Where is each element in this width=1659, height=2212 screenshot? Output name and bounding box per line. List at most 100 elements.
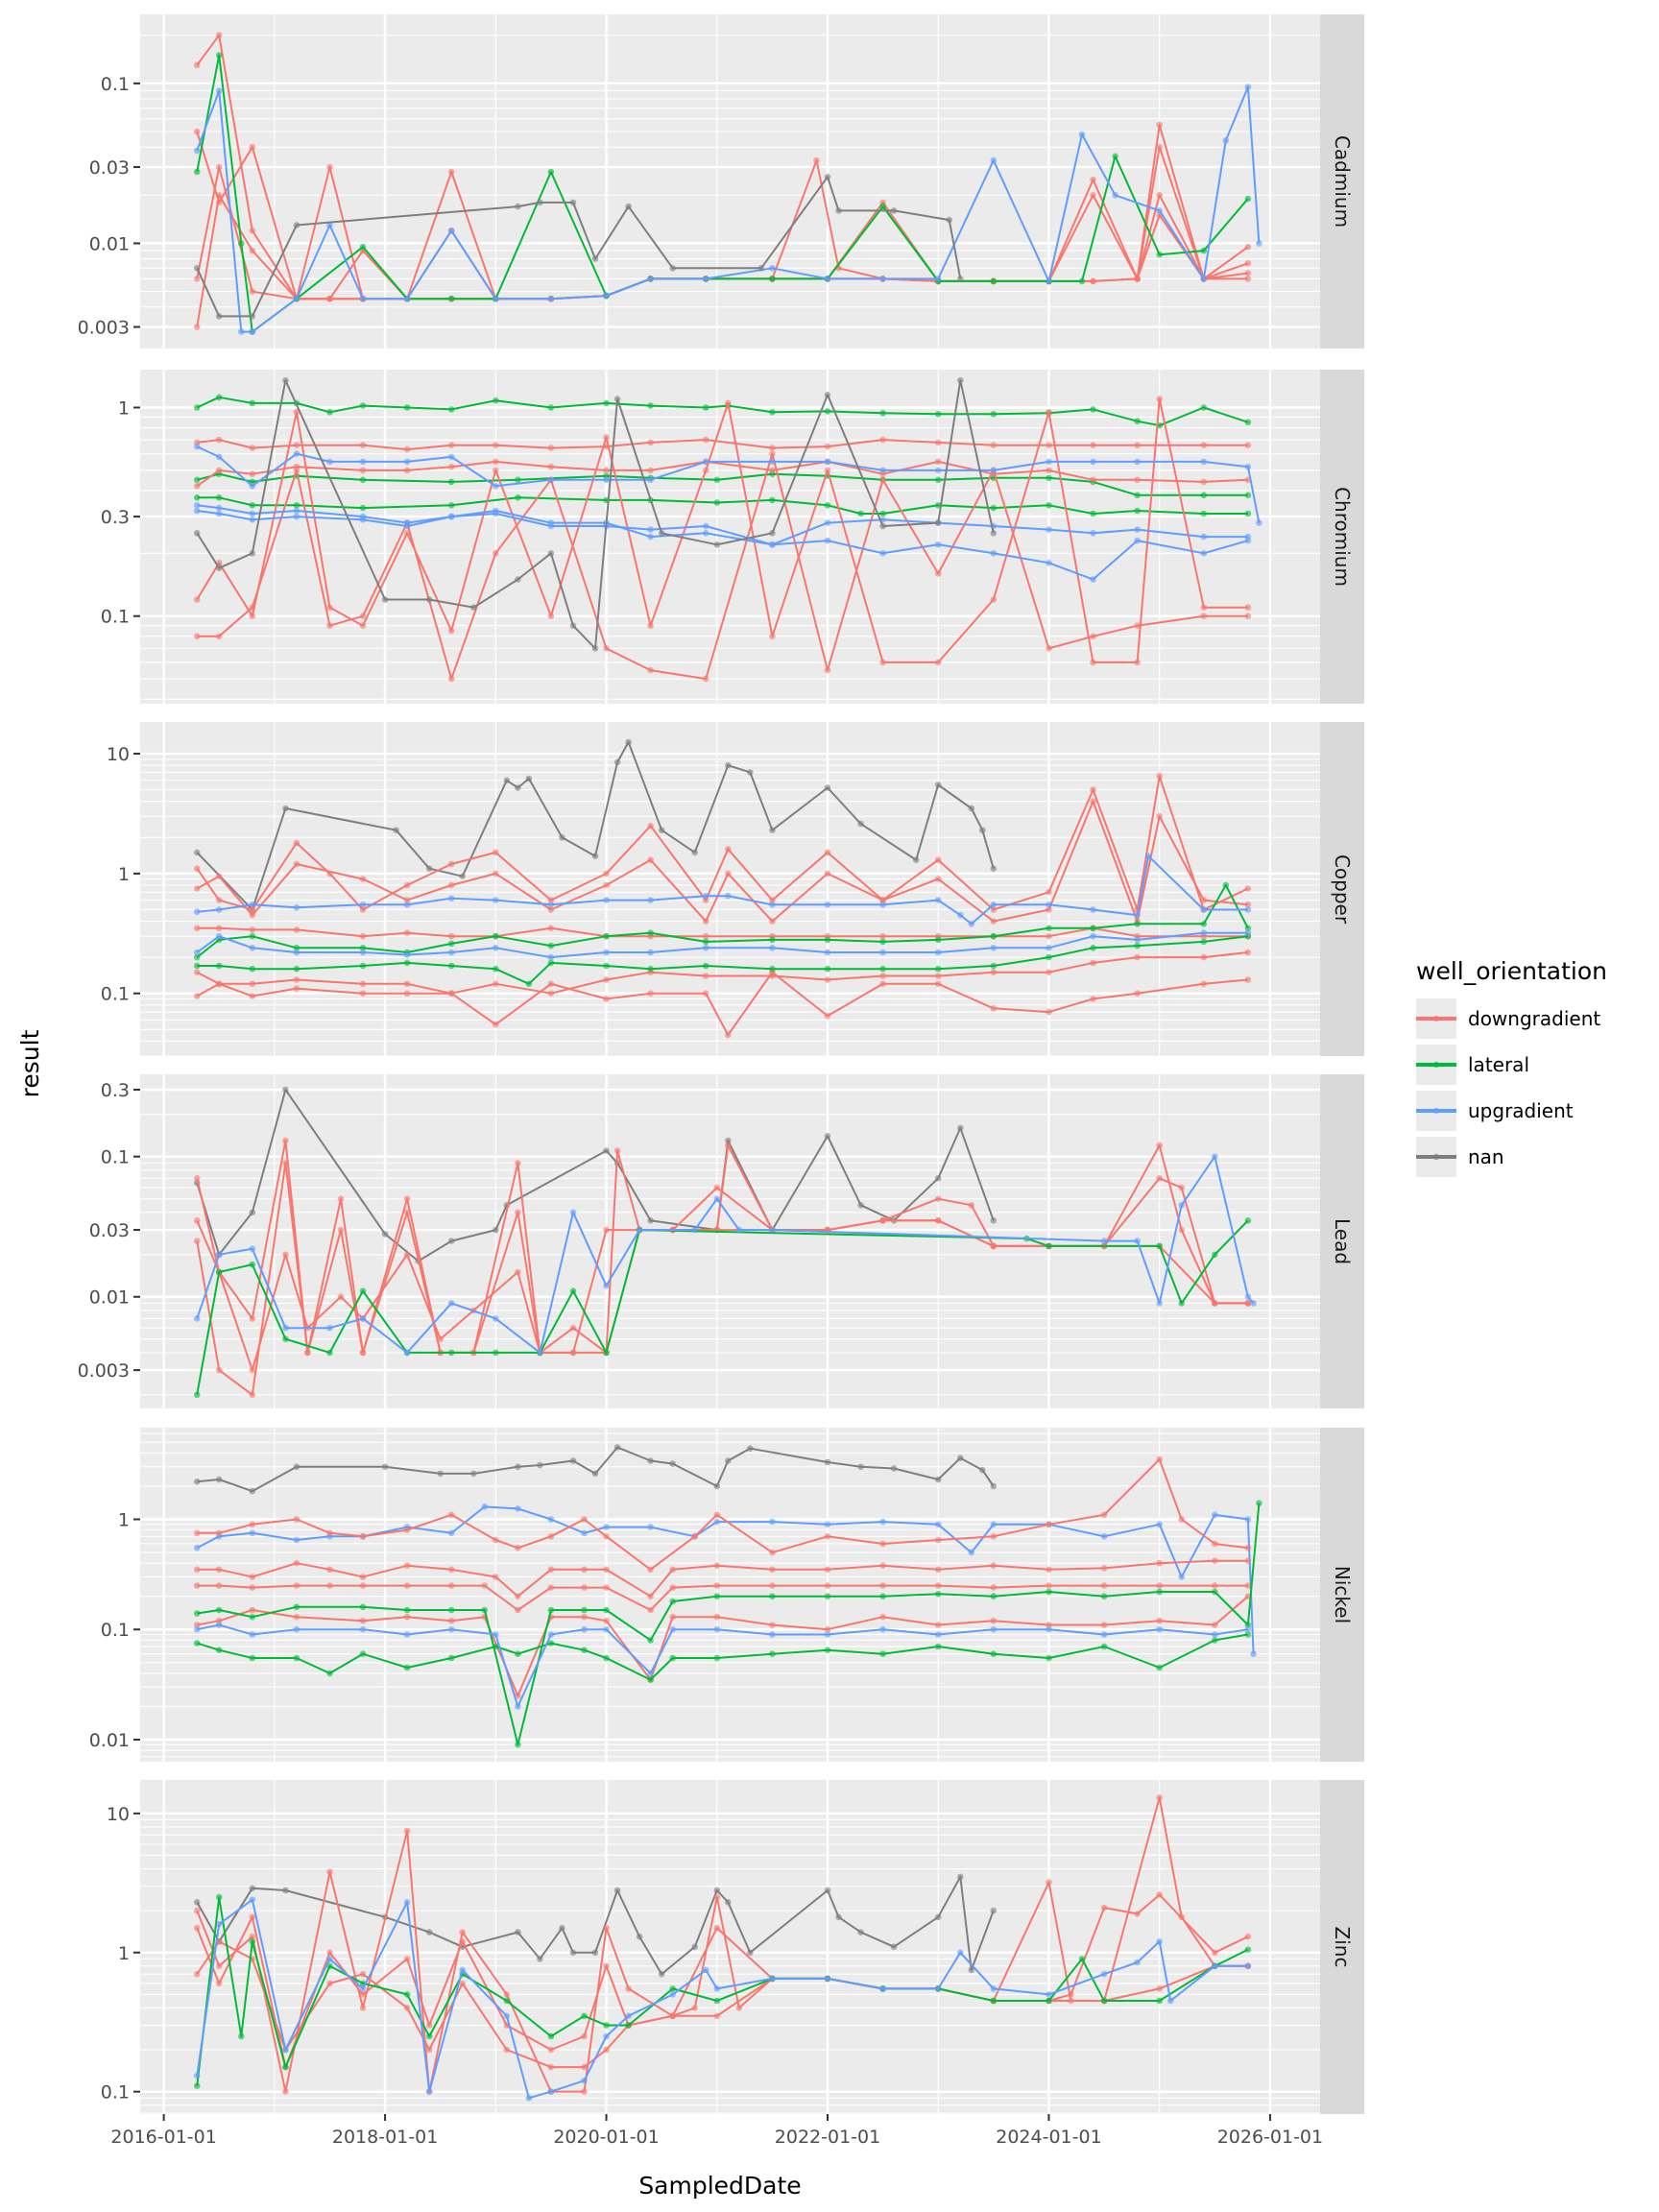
data-point <box>603 476 610 484</box>
data-point <box>493 483 499 490</box>
data-point <box>547 2088 555 2095</box>
data-point <box>1212 1631 1218 1638</box>
data-point <box>1244 537 1252 544</box>
data-point <box>215 467 223 474</box>
data-point <box>702 932 709 940</box>
data-point <box>990 902 998 908</box>
data-point <box>403 1613 411 1621</box>
data-point <box>547 295 555 302</box>
data-point <box>293 502 301 509</box>
data-point <box>403 1664 411 1671</box>
data-point <box>824 666 831 674</box>
data-point <box>547 613 555 619</box>
data-point <box>249 1366 256 1374</box>
data-point <box>1100 1643 1108 1650</box>
series-upgradient <box>193 84 1262 335</box>
data-point <box>591 853 599 859</box>
x-tick-label: 2018-01-01 <box>332 2127 438 2148</box>
data-point <box>403 1251 411 1259</box>
data-point <box>1090 176 1096 183</box>
data-point <box>1244 1217 1252 1224</box>
data-point <box>1178 1226 1185 1234</box>
data-point <box>359 945 367 951</box>
data-point <box>193 1478 201 1485</box>
data-point <box>1090 192 1096 199</box>
data-point <box>1046 526 1052 533</box>
data-point <box>990 1907 998 1914</box>
data-point <box>403 959 411 967</box>
data-point <box>1134 942 1141 950</box>
series-nan <box>193 174 964 320</box>
data-point <box>447 860 455 868</box>
data-point <box>403 519 411 526</box>
data-point <box>824 976 831 983</box>
data-point <box>1134 990 1141 997</box>
data-point <box>713 1593 721 1599</box>
data-point <box>515 1160 521 1166</box>
data-point <box>282 1160 289 1166</box>
data-point <box>249 399 256 407</box>
data-point <box>713 1184 721 1191</box>
facet-strip <box>1320 1074 1364 1408</box>
data-point <box>769 1582 776 1589</box>
data-point <box>249 1487 256 1495</box>
data-point <box>934 1582 942 1589</box>
data-point <box>359 295 367 302</box>
data-point <box>725 399 732 407</box>
data-point <box>547 1631 555 1638</box>
data-point <box>769 1622 776 1628</box>
data-point <box>658 827 665 833</box>
data-point <box>824 174 831 180</box>
data-point <box>1244 243 1252 251</box>
data-point <box>447 1566 455 1574</box>
data-point <box>359 1650 367 1657</box>
data-point <box>769 458 776 466</box>
data-point <box>403 980 411 988</box>
data-point <box>493 467 499 474</box>
data-point <box>359 949 367 956</box>
data-point <box>879 1985 886 1992</box>
data-point <box>1046 1008 1052 1016</box>
data-point <box>934 1195 942 1202</box>
data-point <box>890 1943 898 1951</box>
data-point <box>493 1315 499 1322</box>
data-point <box>215 1566 223 1574</box>
data-point <box>934 1536 942 1544</box>
data-point <box>1212 1557 1218 1564</box>
data-point <box>990 411 998 418</box>
data-point <box>879 1562 886 1569</box>
data-point <box>547 1606 555 1614</box>
series-downgradient <box>193 1582 1252 1614</box>
data-point <box>769 827 776 833</box>
data-point <box>702 276 709 282</box>
data-point <box>1244 276 1252 282</box>
data-point <box>249 1631 256 1638</box>
data-point <box>193 147 201 155</box>
data-point <box>990 1562 998 1569</box>
data-point <box>1090 786 1096 793</box>
data-point <box>713 541 721 548</box>
data-point <box>1112 192 1118 199</box>
data-point <box>934 439 942 446</box>
data-point <box>625 738 632 746</box>
data-point <box>493 550 499 557</box>
data-point <box>879 965 886 973</box>
series-line <box>197 504 1249 581</box>
data-point <box>934 1913 942 1921</box>
facet-strip-label: Zinc <box>1331 1927 1354 1968</box>
data-point <box>569 622 577 629</box>
data-point <box>381 1463 389 1471</box>
data-point <box>990 1482 998 1490</box>
data-point <box>459 1980 467 1987</box>
data-point <box>990 504 998 512</box>
data-point <box>1134 911 1141 919</box>
data-point <box>968 1966 975 1974</box>
data-point <box>1156 1588 1163 1596</box>
data-point <box>879 932 886 940</box>
data-point <box>293 1516 301 1523</box>
data-point <box>669 1566 676 1574</box>
data-point <box>215 163 223 171</box>
data-point <box>282 2088 289 2095</box>
legend-label: nan <box>1468 1145 1504 1168</box>
data-point <box>769 1226 776 1234</box>
